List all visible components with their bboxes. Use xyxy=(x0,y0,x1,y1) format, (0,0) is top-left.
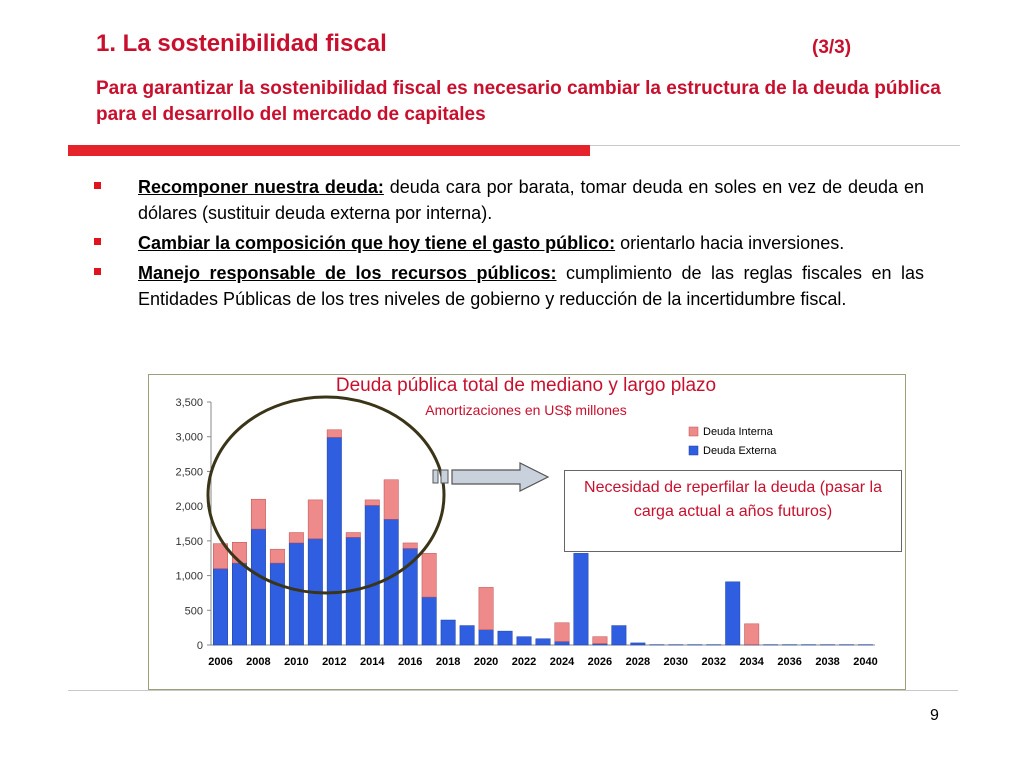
legend-label-externa: Deuda Externa xyxy=(703,445,777,457)
legend-swatch-interna xyxy=(688,426,699,437)
highlight-ellipse xyxy=(206,395,446,595)
x-tick-label: 2022 xyxy=(512,656,536,668)
bar-deuda-interna xyxy=(250,498,266,530)
callout-box: Necesidad de reperfilar la deuda (pasar … xyxy=(564,470,902,552)
bar-deuda-externa xyxy=(497,630,513,646)
bullet-square-icon xyxy=(94,182,101,189)
bar-deuda-interna xyxy=(307,499,323,540)
bar-deuda-externa xyxy=(535,638,551,646)
bar-deuda-externa xyxy=(421,596,437,646)
slide-pager: (3/3) xyxy=(812,37,852,58)
arrow-tail-block xyxy=(432,469,439,484)
bullet-term: Manejo responsable de los recursos públi… xyxy=(138,263,557,283)
bullet-term: Cambiar la composición que hoy tiene el … xyxy=(138,233,616,253)
chart-subtitle: Amortizaciones en US$ millones xyxy=(425,402,627,418)
bar-deuda-externa xyxy=(269,562,285,646)
bar-deuda-externa xyxy=(288,542,304,646)
bullet-term: Recomponer nuestra deuda: xyxy=(138,177,384,197)
x-tick-label: 2036 xyxy=(777,656,801,668)
bullet-text: cumplimiento de las reglas fiscales en l… xyxy=(138,263,925,309)
x-tick-label: 2014 xyxy=(360,656,385,668)
bullet-item: Cambiar la composición que hoy tiene el … xyxy=(94,230,924,256)
bar-deuda-externa xyxy=(725,581,741,646)
bullet-item: Manejo responsable de los recursos públi… xyxy=(94,260,924,312)
y-tick-label: 500 xyxy=(185,605,203,617)
x-tick-label: 2028 xyxy=(626,656,650,668)
bar-deuda-externa xyxy=(554,641,570,646)
slide-subtitle: Para garantizar la sostenibilidad fiscal… xyxy=(96,78,941,125)
x-tick-label: 2024 xyxy=(550,656,575,668)
bar-deuda-interna xyxy=(592,636,608,644)
bullet-item: Recomponer nuestra deuda: deuda cara por… xyxy=(94,174,924,226)
x-tick-label: 2010 xyxy=(284,656,308,668)
y-tick-label: 0 xyxy=(197,640,203,652)
arrow-tail-block xyxy=(440,469,449,484)
footer-rule xyxy=(68,690,958,691)
bar-deuda-interna xyxy=(744,623,760,645)
bar-deuda-externa xyxy=(364,505,380,646)
bar-deuda-externa xyxy=(383,519,399,646)
x-tick-label: 2012 xyxy=(322,656,346,668)
legend-label-interna: Deuda Interna xyxy=(703,426,774,438)
x-tick-label: 2040 xyxy=(853,656,877,668)
x-tick-label: 2016 xyxy=(398,656,422,668)
bar-deuda-externa xyxy=(326,437,342,646)
y-tick-label: 1,500 xyxy=(175,536,203,548)
bar-deuda-externa xyxy=(630,642,646,646)
bar-deuda-interna xyxy=(326,429,342,438)
callout-text: Necesidad de reperfilar la deuda (pasar … xyxy=(584,479,882,520)
legend-swatch-externa xyxy=(688,445,699,456)
y-tick-label: 2,000 xyxy=(175,501,203,513)
bullet-text: orientarlo hacia inversiones. xyxy=(615,233,845,253)
bullet-square-icon xyxy=(94,268,101,275)
bar-deuda-externa xyxy=(231,562,247,646)
x-tick-label: 2030 xyxy=(664,656,688,668)
bar-deuda-externa xyxy=(250,528,266,646)
x-tick-label: 2034 xyxy=(739,656,764,668)
y-tick-label: 1,000 xyxy=(175,571,203,583)
bar-deuda-interna xyxy=(213,543,228,569)
bar-deuda-externa xyxy=(478,629,494,646)
chart-title: Deuda pública total de mediano y largo p… xyxy=(335,375,717,396)
y-tick-label: 2,500 xyxy=(175,466,203,478)
bar-deuda-externa xyxy=(516,636,532,646)
bar-deuda-interna xyxy=(345,532,361,538)
bar-deuda-interna xyxy=(269,548,285,564)
x-tick-label: 2020 xyxy=(474,656,498,668)
bar-deuda-interna xyxy=(364,499,380,506)
slide-title: 1. La sostenibilidad fiscal xyxy=(96,30,387,57)
bar-deuda-interna xyxy=(421,553,437,598)
x-tick-label: 2038 xyxy=(815,656,839,668)
x-tick-label: 2008 xyxy=(246,656,270,668)
page-number: 9 xyxy=(930,707,939,724)
bullet-square-icon xyxy=(94,238,101,245)
bar-deuda-interna xyxy=(383,479,399,520)
bar-deuda-interna xyxy=(288,532,304,544)
bar-deuda-externa xyxy=(573,553,589,646)
x-tick-label: 2018 xyxy=(436,656,460,668)
arrow-right-icon xyxy=(451,462,550,492)
title-rule-red xyxy=(68,145,590,156)
bar-deuda-externa xyxy=(213,568,228,646)
bar-deuda-interna xyxy=(478,587,494,630)
y-tick-label: 3,000 xyxy=(175,432,203,444)
bar-deuda-externa xyxy=(611,625,627,646)
bar-deuda-externa xyxy=(459,625,475,646)
bullet-text: deuda cara por barata, tomar deuda en so… xyxy=(138,177,924,223)
x-tick-label: 2032 xyxy=(702,656,726,668)
y-tick-label: 3,500 xyxy=(175,397,203,409)
bar-deuda-interna xyxy=(554,622,570,642)
bar-deuda-interna xyxy=(402,542,418,549)
x-tick-label: 2026 xyxy=(588,656,612,668)
title-rule-gray xyxy=(590,145,960,146)
bullet-list: Recomponer nuestra deuda: deuda cara por… xyxy=(94,174,924,316)
x-tick-label: 2006 xyxy=(208,656,232,668)
bar-deuda-externa xyxy=(440,619,456,646)
